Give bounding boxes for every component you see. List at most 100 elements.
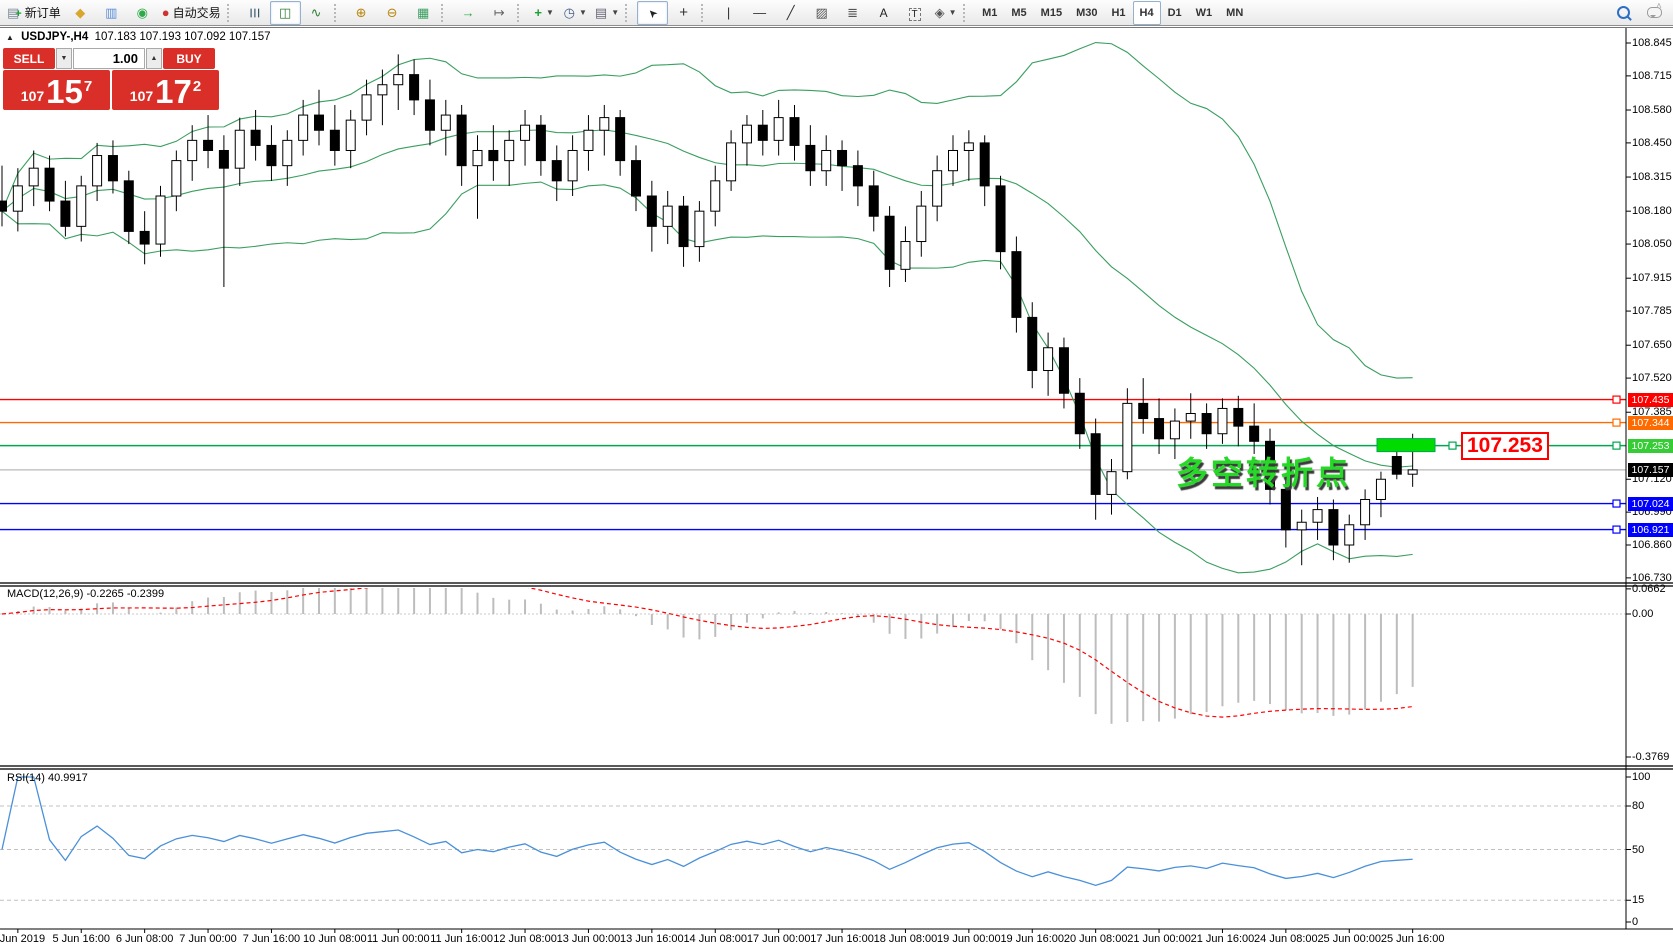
equidistant-channel-button[interactable]: ▨ xyxy=(806,1,837,25)
label-button[interactable]: T xyxy=(899,1,930,25)
search-button[interactable] xyxy=(1608,1,1639,25)
one-click-trading-panel: SELL ▼ 1.00 ▲ BUY 107 15 7 107 17 2 xyxy=(3,48,219,110)
pane-frame xyxy=(0,27,1673,933)
fibonacci-icon: ≣ xyxy=(847,4,859,20)
volume-increase-button[interactable]: ▲ xyxy=(146,48,162,69)
rsi-indicator-label: RSI(14) 40.9917 xyxy=(7,772,88,784)
chart-window[interactable]: 108.845 108.715 108.580 108.450 108.315 108.1… xyxy=(0,27,1673,948)
toolbar-separator xyxy=(226,3,235,22)
sell-price-button[interactable]: 107 15 7 xyxy=(3,70,110,110)
equidistant-channel-icon: ▨ xyxy=(815,4,828,20)
templates-icon: ▤ xyxy=(594,4,608,20)
hline-handle xyxy=(1612,525,1621,534)
toolbar-separator xyxy=(625,3,633,22)
horizontal-line-button[interactable]: — xyxy=(744,1,775,25)
chevron-down-icon: ▼ xyxy=(948,8,957,17)
auto-scroll-icon: → xyxy=(461,5,475,20)
symbol-info-bar[interactable]: ▲ USDJPY-,H4 107.183 107.193 107.092 107… xyxy=(6,31,271,43)
volume-decrease-button[interactable]: ▼ xyxy=(56,48,72,69)
vertical-line-icon: | xyxy=(726,5,731,20)
vertical-line-button[interactable]: | xyxy=(713,1,744,25)
zoom-out-button[interactable]: ⊖ xyxy=(377,1,408,25)
new-order-icon: ▤+ xyxy=(7,4,22,20)
eraser-icon: ◆ xyxy=(75,4,86,20)
timeframe-h1-button[interactable]: H1 xyxy=(1111,6,1126,19)
macd-pane xyxy=(0,588,1626,724)
text-button[interactable]: A xyxy=(868,1,899,25)
chart-shift-button[interactable]: ↦ xyxy=(484,1,515,25)
trendline-button[interactable]: ╱ xyxy=(775,1,806,25)
bollinger-bands xyxy=(1,41,1413,574)
search-icon xyxy=(1617,6,1630,19)
sell-price-sup: 7 xyxy=(83,78,93,95)
timeframe-mn-button[interactable]: MN xyxy=(1226,6,1244,19)
timeframe-w1-button[interactable]: W1 xyxy=(1195,6,1213,19)
chart-window-icon: ▥ xyxy=(105,4,118,20)
hline-anchor-handle[interactable] xyxy=(1448,441,1457,450)
line-chart-button[interactable]: ∿ xyxy=(301,1,332,25)
hline-handle xyxy=(1612,395,1621,404)
bar-chart-icon: ☰ xyxy=(247,7,262,19)
rsi-line xyxy=(1,776,1413,887)
timeframe-m5-button[interactable]: M5 xyxy=(1011,6,1027,19)
chevron-down-icon: ▼ xyxy=(611,8,620,17)
chat-button[interactable] xyxy=(1639,1,1670,25)
chart-window-button[interactable]: ▥ xyxy=(96,1,127,25)
fibonacci-button[interactable]: ≣ xyxy=(837,1,868,25)
bar-chart-button[interactable]: ☰ xyxy=(239,1,270,25)
horizontal-level-lines xyxy=(0,395,1626,534)
toolbar-separator xyxy=(963,3,971,22)
sell-price-prefix: 107 xyxy=(20,88,45,104)
candlestick-icon: ◫ xyxy=(278,4,292,20)
chart-shift-icon: ↦ xyxy=(493,4,505,20)
price-callout-label[interactable]: 107.253 xyxy=(1461,432,1549,460)
hline-handle xyxy=(1612,441,1621,450)
auto-scroll-button[interactable]: → xyxy=(453,1,484,25)
toolbar-separator xyxy=(440,3,449,22)
cursor-button[interactable]: ➤ xyxy=(637,0,669,25)
autotrading-icon: ● xyxy=(161,5,170,20)
highlight-zone[interactable] xyxy=(1376,438,1436,453)
rsi-pane xyxy=(0,776,1626,901)
timeframe-m30-button[interactable]: M30 xyxy=(1076,6,1098,19)
symbol-ohlc: 107.183 107.193 107.092 107.157 xyxy=(94,31,271,43)
signal-button[interactable]: ◉ xyxy=(127,1,158,25)
macd-signal-line xyxy=(1,588,1413,718)
cursor-icon: ➤ xyxy=(645,5,661,21)
buy-price-big: 17 xyxy=(155,73,192,110)
candlestick-button[interactable]: ◫ xyxy=(269,0,301,25)
sell-button[interactable]: SELL xyxy=(3,48,55,69)
timeframe-d1-button[interactable]: D1 xyxy=(1167,6,1182,19)
tile-windows-button[interactable]: ▦ xyxy=(408,1,439,25)
timeframe-m1-button[interactable]: M1 xyxy=(982,6,998,19)
zoom-in-button[interactable]: ⊕ xyxy=(346,1,377,25)
new-order-button[interactable]: ▤+ 新订单 xyxy=(3,1,65,25)
buy-price-button[interactable]: 107 17 2 xyxy=(112,70,219,110)
timeframe-h4-button[interactable]: H4 xyxy=(1132,0,1161,25)
periods-button[interactable]: ◷ ▼ xyxy=(560,1,591,25)
zoom-out-icon: ⊖ xyxy=(386,4,398,20)
hline-handle xyxy=(1612,499,1621,508)
crosshair-button[interactable]: + xyxy=(668,1,699,25)
hline-handle xyxy=(1612,418,1621,427)
eraser-button[interactable]: ◆ xyxy=(65,1,96,25)
candles xyxy=(0,54,1418,566)
chat-icon xyxy=(1647,7,1662,18)
scroll-up-hint[interactable]: ˄ xyxy=(1656,1,1662,12)
tile-windows-icon: ▦ xyxy=(416,4,430,20)
volume-input[interactable]: 1.00 xyxy=(73,48,145,69)
templates-button[interactable]: ▤ ▼ xyxy=(591,1,623,25)
sell-price-big: 15 xyxy=(46,73,83,110)
periods-icon: ◷ xyxy=(563,4,575,20)
macd-indicator-label: MACD(12,26,9) -0.2265 -0.2399 xyxy=(7,588,165,600)
autotrading-button[interactable]: ● 自动交易 xyxy=(158,1,225,25)
shapes-button[interactable]: ◈ ▼ xyxy=(930,1,961,25)
crosshair-icon: + xyxy=(679,4,688,21)
autotrading-label: 自动交易 xyxy=(172,6,221,20)
collapse-icon[interactable]: ▲ xyxy=(6,33,14,42)
indicators-button[interactable]: + ▼ xyxy=(529,1,560,25)
text-icon: A xyxy=(879,6,888,20)
buy-button[interactable]: BUY xyxy=(163,48,215,69)
shapes-icon: ◈ xyxy=(934,4,945,20)
timeframe-m15-button[interactable]: M15 xyxy=(1040,6,1063,19)
